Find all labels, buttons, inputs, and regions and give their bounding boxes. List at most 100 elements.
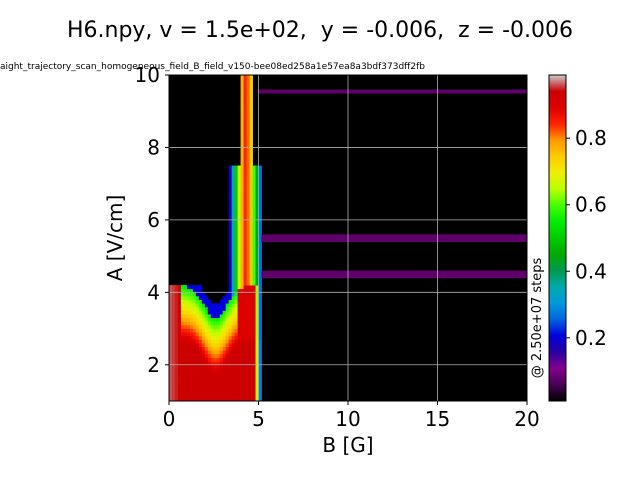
heatmap-cell xyxy=(243,288,247,293)
heatmap-cell xyxy=(192,368,197,373)
heatmap-cell xyxy=(177,379,182,384)
heatmap-cell xyxy=(252,212,256,217)
heatmap-cell xyxy=(521,234,525,239)
heatmap-cell xyxy=(258,288,262,293)
heatmap-cell xyxy=(171,393,176,398)
heatmap-cell xyxy=(231,277,236,282)
heatmap-cell xyxy=(222,295,227,300)
heatmap-cell xyxy=(464,274,468,279)
heatmap-cell xyxy=(449,234,453,239)
heatmap-cell xyxy=(425,274,429,279)
heatmap-cell xyxy=(171,368,176,373)
heatmap-cell xyxy=(195,382,200,387)
heatmap-cell xyxy=(231,263,236,268)
heatmap-cell xyxy=(249,198,253,203)
heatmap-cell xyxy=(210,346,215,351)
heatmap-cell xyxy=(240,96,244,101)
heatmap-cell xyxy=(207,375,212,380)
heatmap-cell xyxy=(285,234,289,239)
heatmap-cell xyxy=(249,234,253,239)
heatmap-cell xyxy=(258,227,262,232)
heatmap-cell xyxy=(410,270,415,275)
heatmap-cell xyxy=(350,238,355,243)
heatmap-cell xyxy=(246,346,250,351)
heatmap-cell xyxy=(243,194,247,199)
heatmap-cell xyxy=(231,397,236,401)
heatmap-cell xyxy=(258,241,262,246)
heatmap-cell xyxy=(234,216,239,221)
heatmap-cell xyxy=(485,270,489,275)
heatmap-cell xyxy=(231,274,236,279)
heatmap-cell xyxy=(174,310,179,315)
heatmap-cell xyxy=(234,350,239,355)
heatmap-cell xyxy=(249,103,253,108)
heatmap-cell xyxy=(252,194,256,199)
heatmap-cell xyxy=(255,176,259,181)
heatmap-cell xyxy=(231,234,236,239)
heatmap-cell xyxy=(362,274,367,279)
heatmap-cell xyxy=(324,274,328,279)
heatmap-cell xyxy=(246,390,250,395)
heatmap-cell xyxy=(240,75,244,80)
heatmap-cell xyxy=(255,386,259,391)
heatmap-cell xyxy=(228,361,233,366)
heatmap-cell xyxy=(237,183,241,188)
heatmap-cell xyxy=(177,390,182,395)
heatmap-cell xyxy=(234,198,239,203)
heatmap-cell xyxy=(386,238,391,243)
heatmap-cell xyxy=(243,343,247,348)
colorbar-label: @ 2.50e+07 steps xyxy=(530,258,545,379)
heatmap-cell xyxy=(252,274,256,279)
heatmap-cell xyxy=(258,187,262,192)
heatmap-cell xyxy=(264,274,268,279)
heatmap-cell xyxy=(216,335,221,340)
heatmap-cell xyxy=(258,299,262,304)
heatmap-cell xyxy=(249,386,253,391)
heatmap-cell xyxy=(234,230,239,235)
heatmap-cell xyxy=(231,306,236,311)
heatmap-cell xyxy=(246,234,250,239)
heatmap-cell xyxy=(485,89,489,94)
heatmap-cell xyxy=(509,270,513,275)
heatmap-cell xyxy=(255,299,259,304)
heatmap-cell xyxy=(380,238,385,243)
heatmap-cell xyxy=(198,324,203,329)
heatmap-cell xyxy=(234,248,239,253)
heatmap-cell xyxy=(258,368,262,373)
heatmap-cell xyxy=(255,238,259,243)
heatmap-cell xyxy=(243,103,247,108)
heatmap-cell xyxy=(219,310,224,315)
heatmap-cell xyxy=(171,295,176,300)
heatmap-cell xyxy=(473,274,477,279)
heatmap-cell xyxy=(237,346,241,351)
heatmap-cell xyxy=(231,353,236,358)
heatmap-cell xyxy=(213,353,218,358)
heatmap-cell xyxy=(192,295,197,300)
heatmap-cell xyxy=(258,274,262,279)
heatmap-cell xyxy=(240,335,244,340)
heatmap-cell xyxy=(234,382,239,387)
heatmap-cell xyxy=(219,328,224,333)
heatmap-cell xyxy=(240,241,244,246)
heatmap-cell xyxy=(255,180,259,185)
heatmap-cell xyxy=(231,346,236,351)
heatmap-cell xyxy=(234,238,239,243)
heatmap-cell xyxy=(219,335,224,340)
heatmap-cell xyxy=(237,324,241,329)
heatmap-cell xyxy=(195,364,200,369)
heatmap-cell xyxy=(312,274,316,279)
heatmap-cell xyxy=(395,89,400,94)
heatmap-cell xyxy=(258,393,262,398)
heatmap-cell xyxy=(237,379,241,384)
heatmap-cell xyxy=(198,285,203,290)
heatmap-cell xyxy=(237,270,241,275)
heatmap-cell xyxy=(213,317,218,322)
heatmap-cell xyxy=(171,328,176,333)
heatmap-cell xyxy=(219,397,224,401)
heatmap-cell xyxy=(246,212,250,217)
heatmap-cell xyxy=(330,274,334,279)
heatmap-cell xyxy=(177,332,182,337)
heatmap-cell xyxy=(240,361,244,366)
heatmap-cell xyxy=(204,390,209,395)
